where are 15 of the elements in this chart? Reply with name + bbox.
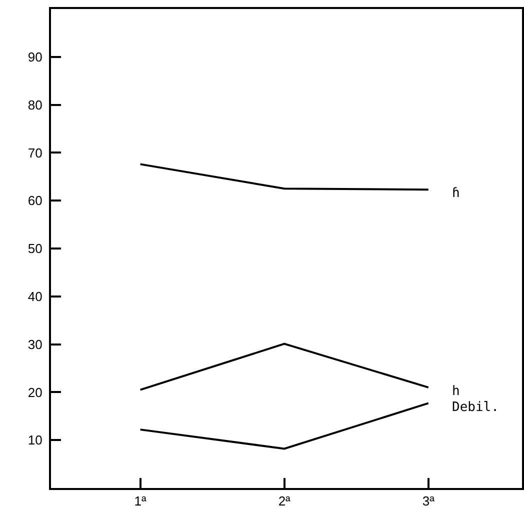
x-tick-label: 3ª <box>422 494 435 509</box>
x-tick-label: 1ª <box>134 494 147 509</box>
y-tick-label: 90 <box>28 49 42 64</box>
y-tick-label: 70 <box>28 145 42 160</box>
y-tick-label: 40 <box>28 288 42 304</box>
y-tick-label: 50 <box>28 241 42 256</box>
series-label: Debil. <box>452 400 499 415</box>
y-tick-label: 30 <box>28 336 42 352</box>
x-tick-label: 2ª <box>278 494 291 509</box>
y-tick-label: 10 <box>28 432 42 448</box>
y-tick-label: 80 <box>28 97 42 112</box>
y-tick-label: 20 <box>28 384 42 400</box>
y-tick-label: 60 <box>28 193 42 208</box>
series-label: h <box>452 384 460 399</box>
series-label: ɦ <box>452 186 460 201</box>
